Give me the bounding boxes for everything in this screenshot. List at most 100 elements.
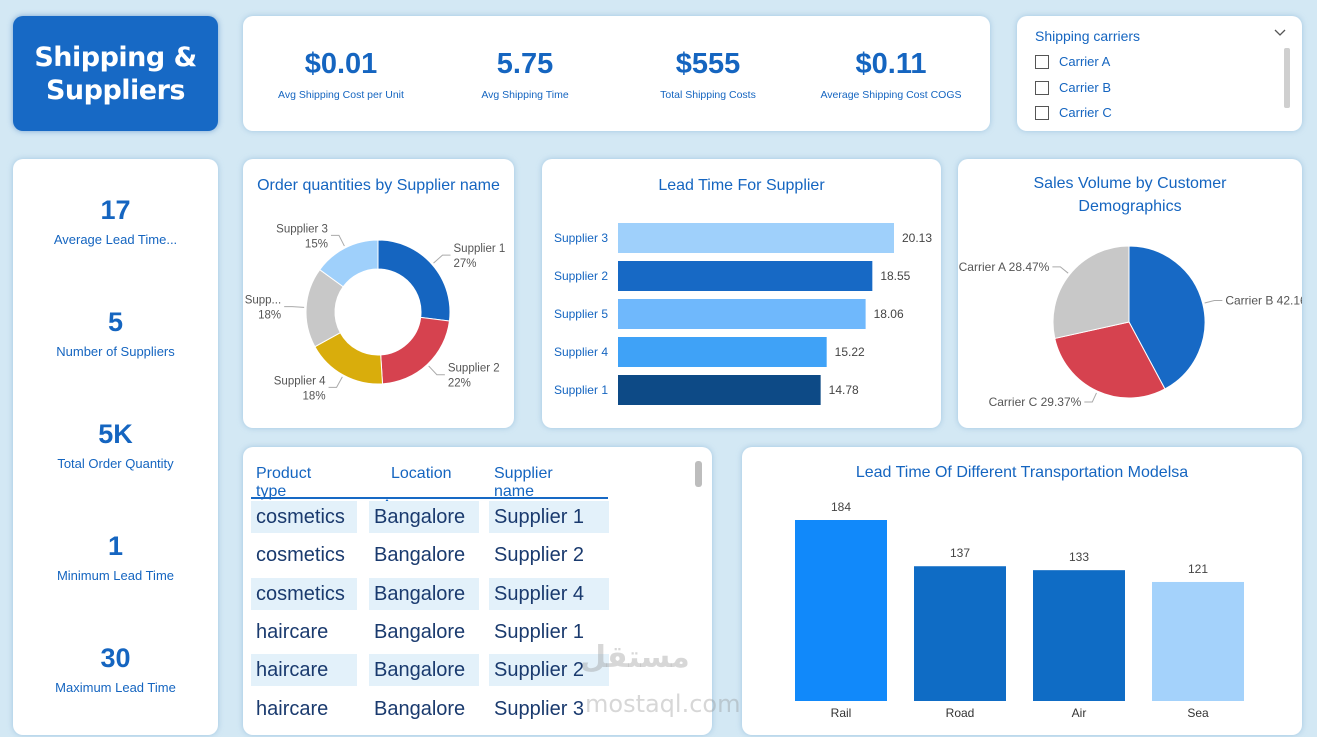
bar-category-label: Supplier 1 xyxy=(554,383,608,397)
kpi-number-of-suppliers: 5 Number of Suppliers xyxy=(13,307,218,359)
table-cell[interactable]: Bangalore xyxy=(374,544,466,567)
kpi-label: Total Order Quantity xyxy=(57,456,174,471)
leader-line xyxy=(433,254,451,264)
bar-air xyxy=(1033,570,1125,701)
kpi-value: 5.75 xyxy=(496,48,554,80)
kpi-value: 5 xyxy=(107,307,124,337)
leader-line xyxy=(1052,266,1069,274)
slicer-option-carrier-a[interactable]: Carrier A xyxy=(1035,54,1110,69)
table-cell[interactable]: Bangalore xyxy=(374,697,466,720)
watermark-logo: مستقل xyxy=(580,640,690,675)
checkbox[interactable] xyxy=(1035,54,1049,69)
kpi-value: 30 xyxy=(100,643,131,673)
table-cell[interactable]: Bangalore xyxy=(374,620,466,643)
leader-line xyxy=(330,234,345,247)
bar-supplier-2 xyxy=(618,261,873,291)
bar-category-label: Supplier 2 xyxy=(554,269,608,283)
kpi-label: Number of Suppliers xyxy=(56,344,175,359)
slice-value-label: 22% xyxy=(448,378,471,390)
bar-value-label: 14.78 xyxy=(829,383,859,397)
kpi-value: $555 xyxy=(675,48,741,80)
table-cell[interactable]: Supplier 2 xyxy=(494,544,585,567)
donut-chart[interactable]: Supplier 1 27% Supplier 2 22% Supplier 4 18% S… xyxy=(243,159,514,428)
table-cell[interactable]: Supplier 2 xyxy=(489,654,609,687)
pie-chart[interactable]: Carrier B 42.16% Carrier C 29.37% Carrier … xyxy=(958,159,1302,428)
bar-supplier-5 xyxy=(618,299,866,329)
donut-slice-supplier-2 xyxy=(380,316,450,385)
bar-value-label: 18.06 xyxy=(874,307,904,321)
pie-slice-carrier-b xyxy=(1128,245,1206,390)
bar-category-label: Road xyxy=(946,706,975,720)
leader-line xyxy=(1204,300,1223,304)
bar-category-label: Air xyxy=(1072,706,1087,720)
slice-label: Carrier B 42.16% xyxy=(1225,294,1302,308)
pie-slice-carrier-c xyxy=(1054,321,1166,399)
table-cell[interactable]: cosmetics xyxy=(256,544,345,567)
slicer-option-carrier-c[interactable]: Carrier C xyxy=(1035,105,1112,120)
slicer-scrollbar[interactable] xyxy=(1284,48,1290,108)
table-cell[interactable]: cosmetics xyxy=(251,501,357,533)
table-scrollbar[interactable] xyxy=(695,461,702,487)
table-cell[interactable]: Bangalore xyxy=(369,654,479,687)
kpi-total-order-quantity: 5K Total Order Quantity xyxy=(13,419,218,471)
horizontal-bar-chart[interactable]: Supplier 3 20.13 Supplier 2 18.55 Supplier 5… xyxy=(542,159,941,428)
chevron-down-icon[interactable] xyxy=(1274,26,1286,41)
bar-category-label: Supplier 4 xyxy=(554,345,608,359)
kpi-column-card: 17 Average Lead Time... 5 Number of Supp… xyxy=(13,159,218,735)
bar-value-label: 18.55 xyxy=(880,269,910,283)
leader-line xyxy=(1084,392,1097,403)
kpi-label: Avg Shipping Cost per Unit xyxy=(278,89,404,101)
kpi-average-lead-time: 17 Average Lead Time... xyxy=(13,195,218,247)
slice-label: Supplier 3 xyxy=(276,223,328,235)
bar-sea xyxy=(1152,581,1244,701)
bar-category-label: Supplier 5 xyxy=(554,307,608,321)
bar-value-label: 121 xyxy=(1188,562,1208,576)
supplier-table-card: Product type Location Supplier name cosm… xyxy=(243,447,712,735)
table-cell[interactable]: Supplier 1 xyxy=(489,501,609,533)
kpi-total-shipping-costs: $555 Total Shipping Costs xyxy=(618,48,798,101)
chart-title: Order quantities by Supplier name xyxy=(257,177,500,194)
kpi-maximum-lead-time: 30 Maximum Lead Time xyxy=(13,643,218,695)
transport-lead-time-chart-card: Lead Time Of Different Transportation Mo… xyxy=(742,447,1302,735)
slice-value-label: 15% xyxy=(305,238,328,250)
table-cell[interactable]: haircare xyxy=(256,697,329,720)
kpi-label: Average Lead Time... xyxy=(53,232,178,247)
table-cell[interactable]: Bangalore xyxy=(369,501,479,533)
checkbox[interactable] xyxy=(1035,80,1049,95)
bar-value-label: 184 xyxy=(831,500,851,514)
slicer-title: Shipping carriers xyxy=(1035,28,1141,44)
bar-value-label: 15.22 xyxy=(835,345,865,359)
bar-value-label: 20.13 xyxy=(902,231,932,245)
vertical-bar-chart[interactable]: 184 Rail 137 Road 133 Air 121 Sea xyxy=(742,447,1302,735)
table-cell[interactable]: haircare xyxy=(251,654,357,687)
bar-category-label: Sea xyxy=(1187,706,1209,720)
slicer-option-label: Carrier B xyxy=(1059,80,1112,95)
kpi-label: Maximum Lead Time xyxy=(55,680,176,695)
column-header-supplier-name[interactable]: Supplier name xyxy=(494,465,553,500)
table-cell[interactable]: Supplier 3 xyxy=(494,697,585,720)
bar-value-label: 137 xyxy=(950,546,970,560)
slice-value-label: 18% xyxy=(258,310,281,322)
shipping-carriers-slicer: Shipping carriers Carrier A Carrier B Ca… xyxy=(1017,16,1302,131)
table-cell[interactable]: cosmetics xyxy=(251,577,357,610)
kpi-label: Avg Shipping Time xyxy=(481,89,569,101)
page-title: Shipping & Suppliers xyxy=(34,41,197,106)
table-cell[interactable]: Supplier 1 xyxy=(494,620,585,643)
column-header-location[interactable]: Location xyxy=(391,465,452,482)
dashboard-title-card: Shipping & Suppliers xyxy=(13,16,218,131)
slice-value-label: 27% xyxy=(454,258,477,270)
checkbox[interactable] xyxy=(1035,105,1049,120)
slice-label: Supplier 1 xyxy=(454,243,506,255)
kpi-value: $0.11 xyxy=(855,48,927,80)
bar-category-label: Supplier 3 xyxy=(554,231,608,245)
column-header-product-type[interactable]: Product type xyxy=(256,465,312,500)
pie-slice-carrier-a xyxy=(1052,245,1130,340)
kpi-avg-shipping-cost-unit: $0.01 Avg Shipping Cost per Unit xyxy=(251,48,431,101)
table-cell[interactable]: Bangalore xyxy=(369,577,479,610)
chart-title: Lead Time Of Different Transportation Mo… xyxy=(855,464,1189,481)
table-cell[interactable]: Supplier 4 xyxy=(489,577,609,610)
slicer-option-carrier-b[interactable]: Carrier B xyxy=(1035,80,1111,95)
kpi-value: $0.01 xyxy=(304,48,378,80)
order-quantities-chart-card: Order quantities by Supplier name Suppli… xyxy=(243,159,514,428)
table-cell[interactable]: haircare xyxy=(256,620,329,643)
